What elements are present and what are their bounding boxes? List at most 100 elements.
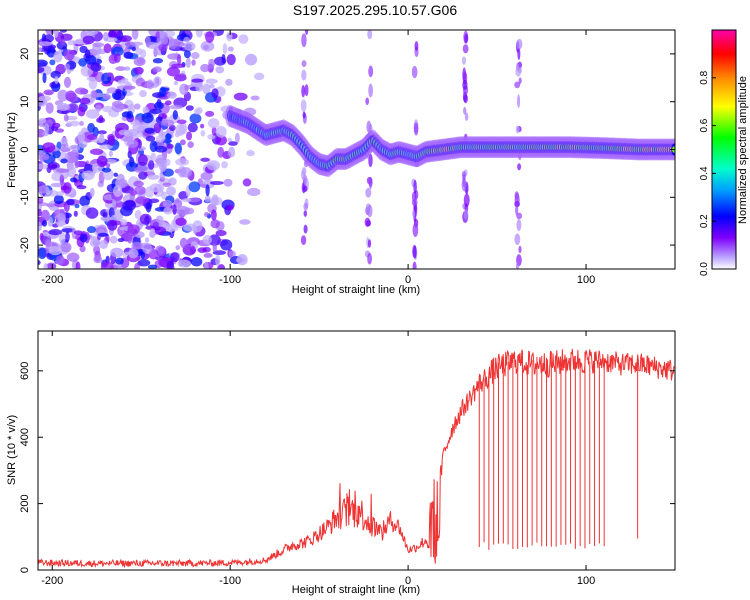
heatmap-speckle [204, 211, 209, 217]
colorbar-tick-label: 0.6 [699, 118, 710, 132]
heatmap-speckle [123, 66, 131, 71]
heatmap-speckle [159, 30, 165, 40]
heatmap-speckle [227, 146, 236, 158]
heatmap-streak [304, 84, 309, 97]
heatmap-speckle [129, 190, 138, 196]
heatmap-speckle [113, 52, 121, 63]
heatmap-speckle [60, 137, 68, 145]
snr-y-axis-label: SNR (10 * v/v) [6, 415, 18, 485]
heatmap-speckle [131, 241, 144, 250]
heatmap-speckle [43, 153, 50, 160]
heatmap-speckle [109, 235, 118, 244]
heatmap-speckle [152, 66, 162, 73]
heatmap-streak [464, 33, 469, 44]
heatmap-speckle [61, 228, 75, 233]
heatmap-speckle [108, 150, 113, 157]
heatmap-speckle [176, 53, 182, 66]
heatmap-speckle [155, 31, 161, 39]
heatmap-streak [301, 33, 307, 48]
heatmap-streak [368, 177, 373, 187]
heatmap-speckle [145, 135, 156, 142]
heatmap-speckle [185, 105, 194, 111]
heatmap-streak [412, 209, 416, 218]
heatmap-speckle [131, 46, 136, 52]
heatmap-speckle [111, 102, 125, 113]
heatmap-streak [300, 99, 307, 112]
colorbar-gradient [711, 29, 737, 270]
heatmap-speckle [154, 145, 168, 153]
heatmap-speckle [183, 41, 196, 51]
heatmap-speckle [205, 184, 210, 197]
heatmap-speckle [85, 54, 97, 65]
heatmap-speckle [145, 35, 151, 47]
heatmap-speckle [150, 152, 156, 162]
heatmap-streak [515, 62, 520, 72]
heatmap-speckle [122, 200, 137, 211]
heatmap-streak [518, 77, 522, 84]
heatmap-speckle [89, 187, 95, 198]
heatmap-speckle [209, 180, 224, 185]
heatmap-speckle [254, 72, 265, 81]
heatmap-speckle [74, 87, 88, 95]
heatmap-speckle [88, 78, 98, 90]
heatmap-speckle [134, 166, 143, 173]
heatmap-streak [301, 84, 306, 98]
heatmap-speckle [206, 160, 220, 171]
heatmap-speckle [93, 255, 103, 264]
heatmap-speckle [197, 247, 208, 253]
heatmap-speckle [195, 107, 203, 115]
heatmap-speckle [69, 120, 80, 127]
heatmap-speckle [58, 232, 66, 244]
heatmap-speckle [99, 144, 113, 150]
heatmap-speckle [173, 80, 179, 86]
heatmap-speckle [122, 85, 136, 90]
heatmap-speckle [161, 113, 168, 120]
heatmap-streak [464, 112, 469, 121]
heatmap-speckle [102, 211, 108, 219]
spectrogram-x-tick-label: 0 [405, 274, 411, 286]
heatmap-speckle [110, 247, 124, 258]
heatmap-speckle [137, 154, 148, 166]
heatmap-speckle [190, 52, 200, 60]
heatmap-speckle [139, 213, 152, 225]
heatmap-speckle [86, 76, 95, 81]
heatmap-speckle [38, 46, 42, 52]
spectrogram-y-tick-label: 20 [19, 48, 31, 60]
heatmap-speckle [165, 226, 179, 232]
heatmap-speckle [46, 203, 56, 208]
heatmap-speckle [147, 264, 158, 269]
heatmap-streak [367, 239, 372, 248]
heatmap-speckle [212, 243, 217, 253]
heatmap-speckle [207, 118, 220, 129]
heatmap-speckle [133, 66, 144, 75]
heatmap-speckle [184, 30, 191, 34]
heatmap-speckle [79, 195, 90, 207]
heatmap-speckle [60, 158, 68, 164]
heatmap-speckle [186, 131, 193, 141]
heatmap-speckle [134, 210, 142, 220]
heatmap-streak [300, 235, 307, 246]
heatmap-streak [367, 30, 373, 40]
heatmap-speckle [137, 131, 143, 138]
heatmap-streak [514, 81, 521, 89]
heatmap-speckle [39, 151, 45, 163]
snr-x-tick-label: 0 [405, 575, 411, 587]
heatmap-speckle [129, 41, 144, 46]
heatmap-speckle [42, 142, 56, 153]
heatmap-speckle [149, 108, 162, 115]
heatmap-speckle [109, 30, 123, 38]
heatmap-speckle [242, 178, 252, 187]
heatmap-speckle [55, 255, 65, 266]
colorbar-tick-label: 0.8 [699, 70, 710, 84]
heatmap-speckle [117, 238, 125, 243]
heatmap-speckle [174, 142, 182, 155]
heatmap-speckle [90, 90, 98, 99]
heatmap-speckle [121, 111, 131, 118]
heatmap-streak [303, 202, 309, 211]
heatmap-speckle [176, 73, 187, 79]
heatmap-speckle [79, 245, 86, 253]
snr-panel: -200 -100 0 100 0 200 400 600 Height of straig… [6, 330, 676, 596]
heatmap-speckle [69, 145, 78, 150]
heatmap-speckle [217, 146, 225, 158]
heatmap-speckle [192, 220, 203, 233]
